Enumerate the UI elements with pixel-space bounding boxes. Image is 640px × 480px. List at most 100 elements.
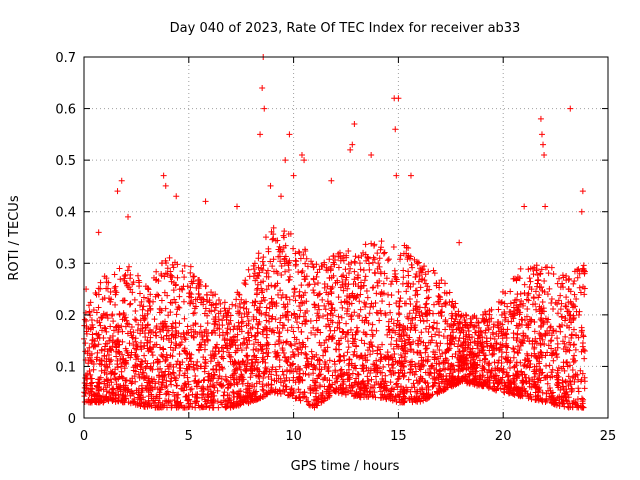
data-point bbox=[523, 379, 530, 386]
data-point bbox=[354, 392, 361, 399]
data-point bbox=[81, 316, 88, 323]
data-point bbox=[221, 299, 228, 306]
data-point bbox=[538, 370, 545, 377]
data-point bbox=[181, 274, 188, 281]
data-point bbox=[396, 324, 403, 331]
data-point bbox=[475, 319, 482, 326]
data-point bbox=[360, 381, 367, 388]
data-point bbox=[132, 368, 139, 375]
data-point bbox=[400, 274, 407, 281]
data-point bbox=[447, 341, 454, 348]
data-point bbox=[307, 385, 314, 392]
data-point bbox=[311, 301, 318, 308]
data-point bbox=[112, 301, 119, 308]
data-point bbox=[498, 312, 505, 319]
data-point bbox=[343, 254, 350, 261]
data-point bbox=[203, 326, 210, 333]
data-point bbox=[157, 386, 164, 393]
data-point bbox=[95, 384, 102, 391]
data-point bbox=[186, 403, 193, 410]
data-point bbox=[154, 359, 161, 366]
data-point bbox=[397, 256, 404, 263]
data-point bbox=[187, 386, 194, 393]
data-point bbox=[525, 374, 532, 381]
data-point bbox=[114, 188, 121, 195]
data-point bbox=[138, 346, 145, 353]
data-point bbox=[306, 281, 313, 288]
data-point bbox=[507, 300, 514, 307]
data-point bbox=[548, 337, 555, 344]
data-point bbox=[371, 256, 378, 263]
data-point bbox=[268, 295, 275, 302]
data-point bbox=[580, 332, 587, 339]
data-point bbox=[472, 359, 479, 366]
data-point bbox=[531, 328, 538, 335]
data-point bbox=[263, 309, 270, 316]
data-point bbox=[201, 359, 208, 366]
data-point bbox=[380, 280, 387, 287]
data-point bbox=[316, 266, 323, 273]
data-point bbox=[579, 343, 586, 350]
data-point bbox=[574, 274, 581, 281]
data-point bbox=[572, 399, 579, 406]
data-point bbox=[463, 331, 470, 338]
data-point bbox=[156, 326, 163, 333]
data-point bbox=[126, 301, 133, 308]
data-point bbox=[257, 300, 264, 307]
data-point bbox=[517, 338, 524, 345]
data-point bbox=[118, 177, 125, 184]
data-point bbox=[422, 342, 429, 349]
data-point bbox=[545, 270, 552, 277]
data-point bbox=[211, 307, 218, 314]
data-point bbox=[401, 353, 408, 360]
data-point bbox=[205, 377, 212, 384]
data-point bbox=[560, 383, 567, 390]
data-point bbox=[93, 309, 100, 316]
data-point bbox=[291, 334, 298, 341]
data-point bbox=[184, 330, 191, 337]
data-point bbox=[373, 367, 380, 374]
data-point bbox=[367, 365, 374, 372]
data-point bbox=[162, 270, 169, 277]
data-point bbox=[315, 302, 322, 309]
data-point bbox=[548, 369, 555, 376]
data-point bbox=[314, 292, 321, 299]
data-point bbox=[348, 387, 355, 394]
data-point bbox=[473, 315, 480, 322]
data-point bbox=[446, 289, 453, 296]
data-point bbox=[161, 273, 168, 280]
data-point bbox=[542, 352, 549, 359]
data-point bbox=[426, 286, 433, 293]
data-point bbox=[498, 353, 505, 360]
data-point bbox=[316, 306, 323, 313]
data-point bbox=[424, 380, 431, 387]
data-point bbox=[487, 369, 494, 376]
data-point bbox=[335, 313, 342, 320]
data-point bbox=[169, 369, 176, 376]
data-point bbox=[335, 389, 342, 396]
data-point bbox=[104, 340, 111, 347]
data-point bbox=[501, 386, 508, 393]
data-point bbox=[300, 251, 307, 258]
data-point bbox=[352, 362, 359, 369]
data-point bbox=[120, 297, 127, 304]
data-point bbox=[296, 313, 303, 320]
data-point bbox=[88, 316, 95, 323]
data-point bbox=[245, 329, 252, 336]
data-point bbox=[144, 345, 151, 352]
data-point bbox=[533, 368, 540, 375]
data-point bbox=[527, 278, 534, 285]
data-point bbox=[390, 345, 397, 352]
data-point bbox=[382, 311, 389, 318]
data-point bbox=[405, 336, 412, 343]
data-point bbox=[319, 263, 326, 270]
data-point bbox=[506, 359, 513, 366]
data-point bbox=[530, 295, 537, 302]
data-point bbox=[151, 341, 158, 348]
data-point bbox=[206, 297, 213, 304]
data-point bbox=[563, 359, 570, 366]
data-point bbox=[494, 318, 501, 325]
data-point bbox=[255, 264, 262, 271]
data-point bbox=[424, 307, 431, 314]
data-point bbox=[275, 291, 282, 298]
